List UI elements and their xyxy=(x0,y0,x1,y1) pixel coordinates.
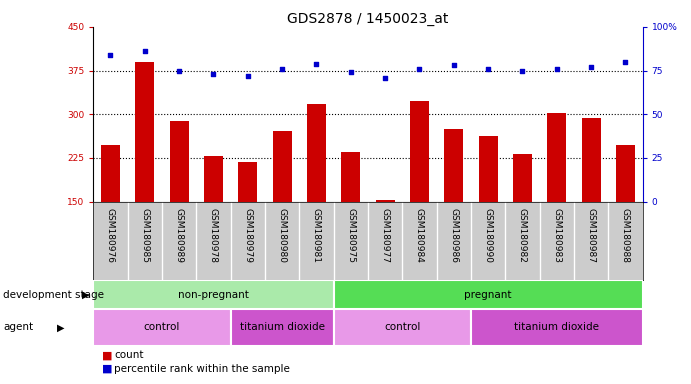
Text: GSM180982: GSM180982 xyxy=(518,208,527,263)
Text: ■: ■ xyxy=(102,364,113,374)
Point xyxy=(105,52,116,58)
Bar xyxy=(204,156,223,202)
Point xyxy=(276,66,287,72)
Text: GSM180989: GSM180989 xyxy=(175,208,184,263)
Bar xyxy=(410,101,429,202)
Text: ▶: ▶ xyxy=(82,290,89,300)
Text: GSM180983: GSM180983 xyxy=(552,208,561,263)
Text: GSM180976: GSM180976 xyxy=(106,208,115,263)
Text: GSM180985: GSM180985 xyxy=(140,208,149,263)
Bar xyxy=(616,144,635,202)
Bar xyxy=(101,144,120,202)
Text: GSM180981: GSM180981 xyxy=(312,208,321,263)
Point xyxy=(482,66,493,72)
Point xyxy=(311,61,322,67)
Bar xyxy=(341,152,360,202)
Text: GSM180977: GSM180977 xyxy=(381,208,390,263)
Text: titanium dioxide: titanium dioxide xyxy=(514,322,599,333)
Point xyxy=(346,69,357,75)
Text: non-pregnant: non-pregnant xyxy=(178,290,249,300)
Text: GSM180984: GSM180984 xyxy=(415,208,424,263)
Title: GDS2878 / 1450023_at: GDS2878 / 1450023_at xyxy=(287,12,448,26)
Text: GSM180980: GSM180980 xyxy=(278,208,287,263)
Bar xyxy=(471,309,643,346)
Text: agent: agent xyxy=(3,322,34,333)
Text: percentile rank within the sample: percentile rank within the sample xyxy=(114,364,290,374)
Bar xyxy=(231,309,334,346)
Point xyxy=(448,62,460,68)
Text: development stage: development stage xyxy=(3,290,104,300)
Bar xyxy=(135,62,154,202)
Point xyxy=(585,64,596,70)
Point xyxy=(551,66,562,72)
Bar xyxy=(334,309,471,346)
Text: control: control xyxy=(384,322,421,333)
Bar xyxy=(307,104,326,202)
Text: control: control xyxy=(144,322,180,333)
Bar xyxy=(238,162,257,202)
Bar xyxy=(547,113,566,202)
Bar xyxy=(376,200,395,202)
Point xyxy=(379,74,390,81)
Text: GSM180987: GSM180987 xyxy=(587,208,596,263)
Text: pregnant: pregnant xyxy=(464,290,512,300)
Point xyxy=(620,59,631,65)
Bar xyxy=(273,131,292,202)
Point xyxy=(517,68,528,74)
Text: GSM180986: GSM180986 xyxy=(449,208,458,263)
Point xyxy=(140,48,151,55)
Point xyxy=(243,73,254,79)
Bar xyxy=(93,280,334,309)
Bar xyxy=(444,129,463,202)
Bar xyxy=(170,121,189,202)
Bar xyxy=(582,118,600,202)
Text: count: count xyxy=(114,350,144,360)
Text: GSM180990: GSM180990 xyxy=(484,208,493,263)
Text: GSM180988: GSM180988 xyxy=(621,208,630,263)
Point xyxy=(414,66,425,72)
Bar xyxy=(479,136,498,202)
Bar xyxy=(513,154,532,202)
Text: GSM180979: GSM180979 xyxy=(243,208,252,263)
Text: titanium dioxide: titanium dioxide xyxy=(240,322,325,333)
Point xyxy=(208,71,219,77)
Bar xyxy=(93,309,231,346)
Text: ▶: ▶ xyxy=(57,322,65,333)
Text: GSM180975: GSM180975 xyxy=(346,208,355,263)
Text: GSM180978: GSM180978 xyxy=(209,208,218,263)
Point xyxy=(173,68,184,74)
Bar xyxy=(334,280,643,309)
Text: ■: ■ xyxy=(102,350,113,360)
